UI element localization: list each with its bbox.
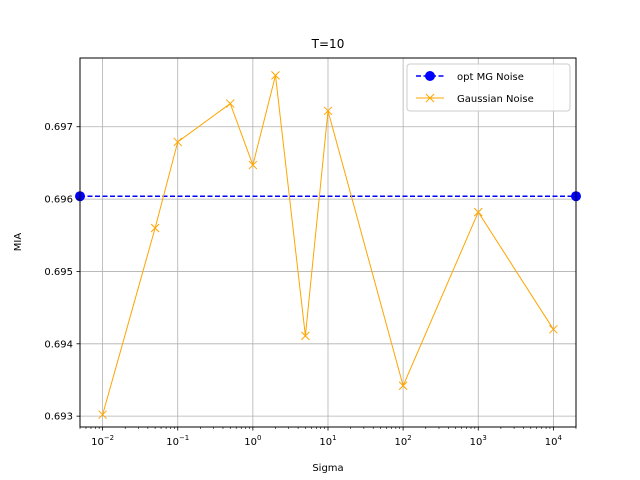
x-tick-label: 103 [470,434,487,448]
y-tick-label: 0.697 [44,122,73,133]
y-tick-label: 0.696 [44,195,73,206]
y-tick-label: 0.694 [44,339,73,350]
x-tick-label: 104 [545,434,563,448]
data-point [150,223,160,233]
grid-lines [80,58,576,427]
x-tick-label: 10−2 [91,434,114,448]
legend-label-gaussian-noise: Gaussian Noise [457,94,534,105]
x-tick-label: 101 [319,434,336,448]
data-point [248,160,258,170]
data-point [225,99,235,108]
x-tick-label: 100 [244,434,261,448]
legend-box [406,63,571,112]
x-axis-label: Sigma [312,463,343,474]
data-point [301,331,310,341]
data-point [473,207,483,217]
data-point [398,381,408,391]
x-tick-label: 102 [395,434,412,448]
legend-label-opt-mg-noise: opt MG Noise [457,72,524,83]
data-point [98,410,107,420]
data-point [173,137,183,147]
y-axis-label: MIA [13,233,24,252]
y-tick-label: 0.695 [44,267,73,278]
series-layer [75,71,581,420]
legend-marker-opt-mg-noise [425,71,435,81]
legend-marker-gaussian-noise [425,93,435,103]
data-point [549,324,558,334]
x-tick-label: 10−1 [166,434,189,448]
data-point [323,106,333,116]
legend: opt MG Noise Gaussian Noise [406,63,571,112]
data-point [271,71,280,80]
y-tick-label: 0.693 [44,412,73,423]
axis-ticks: 10−2 10−1 100 101 102 103 104 0.693 0.694 0.695 0.… [44,122,577,448]
chart-title: T=10 [311,37,345,51]
